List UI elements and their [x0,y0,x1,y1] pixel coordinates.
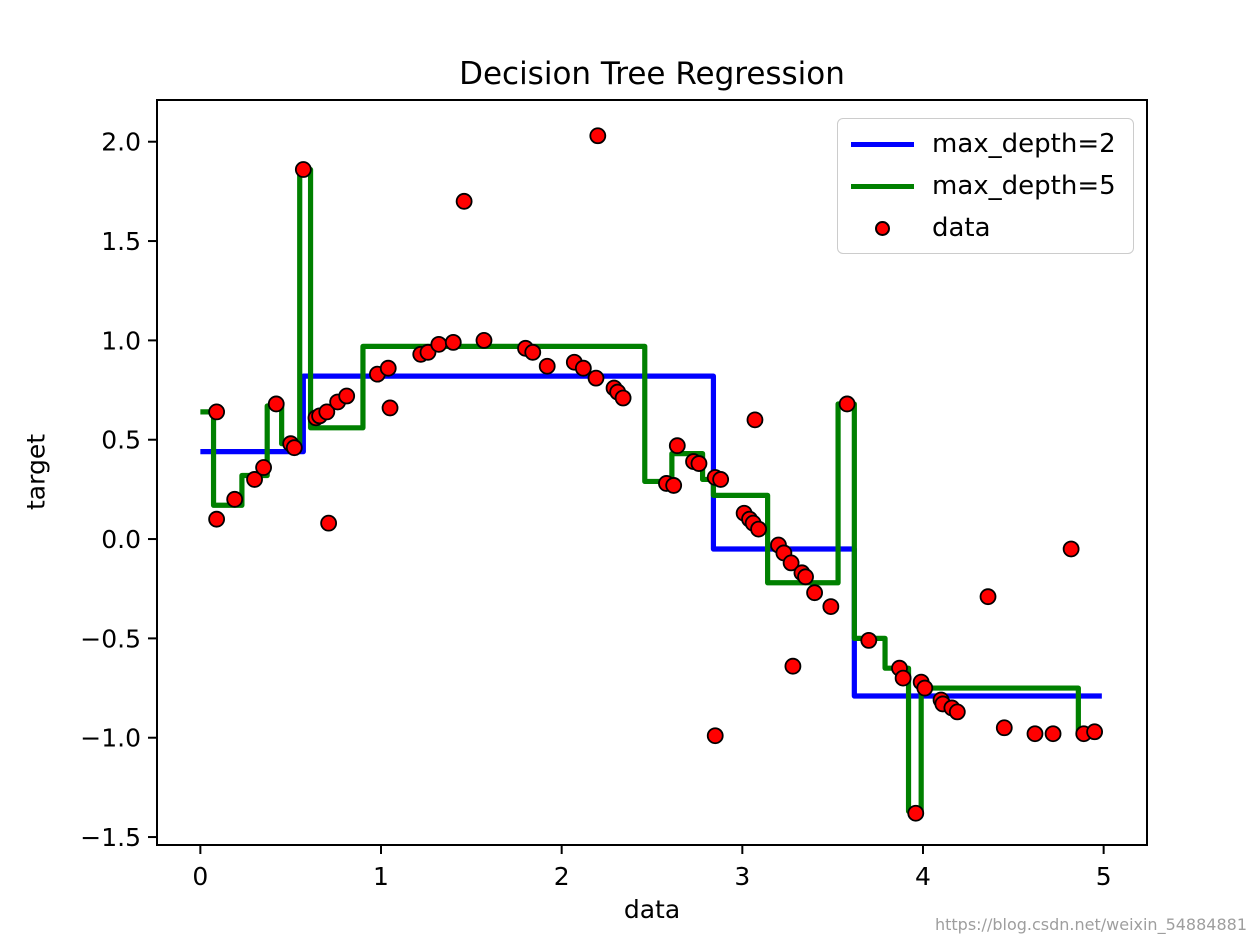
legend-dot-swatch-red [875,220,890,236]
x-tick-label: 0 [192,862,208,891]
data-point [208,510,226,528]
x-tick-label: 2 [554,862,570,891]
data-point [822,598,840,615]
data-point [587,369,605,387]
legend-label: max_depth=2 [932,129,1116,159]
data-point [665,477,683,494]
legend-label: max_depth=5 [932,171,1116,201]
step-line-max_depth=2 [200,373,1102,699]
data-point [838,395,856,413]
x-tick-label: 3 [734,862,750,891]
legend-label: data [932,213,991,243]
data-point [860,631,878,649]
data-point [750,520,767,538]
legend-entry-max-depth-2: max_depth=2 [838,123,1133,165]
legend-swatch-wrap [851,141,914,147]
step-line-max_depth=5 [200,166,1102,814]
y-tick-label: −1.0 [80,724,141,753]
y-tick-label: 1.0 [101,326,141,355]
data-point [614,389,632,407]
data-point [995,719,1013,737]
data-point [907,804,925,822]
data-point [538,357,556,375]
y-tick-label: 2.0 [101,128,141,157]
data-point [1086,723,1104,741]
data-point [1044,725,1062,743]
data-point [255,459,272,476]
data-point [379,359,397,377]
x-axis-label: data [623,895,681,924]
data-point [712,471,730,488]
data-point [668,437,686,455]
chart-title: Decision Tree Regression [459,56,845,92]
y-tick-label: −0.5 [80,624,141,653]
data-point [226,490,244,508]
data-point [381,399,399,417]
data-point [320,514,338,532]
data-point [574,359,592,377]
data-point [1026,725,1044,743]
legend-entry-data: data [838,207,1133,249]
data-point [430,335,448,353]
data-point [246,471,263,488]
data-point [784,657,802,675]
axes-frame [156,99,1148,846]
x-tick-label: 1 [373,862,389,891]
data-point [267,395,285,413]
data-point [746,411,764,429]
legend-swatch-wrap [851,183,914,189]
data-point [979,588,997,606]
data-point [285,439,303,457]
data-point [948,703,966,721]
data-point [318,403,336,421]
data-point [524,343,542,361]
data-point [589,127,607,145]
legend-swatch-wrap [851,220,914,236]
y-tick-label: −1.5 [80,823,141,852]
legend: max_depth=2 max_depth=5 data [837,118,1134,254]
y-tick-label: 0.0 [101,525,141,554]
data-point [455,192,473,210]
data-point [706,727,724,745]
watermark-url: https://blog.csdn.net/weixin_54884881 [934,915,1247,934]
data-point [894,669,912,687]
data-point [690,455,708,472]
data-point [208,403,226,421]
data-point [294,161,312,178]
data-point [782,554,800,572]
data-point [797,568,814,586]
data-point [338,387,356,405]
y-axis-label: target [21,433,51,511]
data-point [444,333,462,351]
y-tick-label: 1.5 [101,227,141,256]
legend-line-swatch-blue [851,141,914,147]
x-tick-label: 5 [1096,862,1112,891]
x-tick-label: 4 [915,862,931,891]
legend-line-swatch-green [851,183,914,189]
legend-entry-max-depth-5: max_depth=5 [838,165,1133,207]
data-point [806,584,823,602]
data-point [1062,540,1080,558]
data-point [916,679,934,697]
y-tick-label: 0.5 [101,426,141,455]
data-point [475,331,493,349]
